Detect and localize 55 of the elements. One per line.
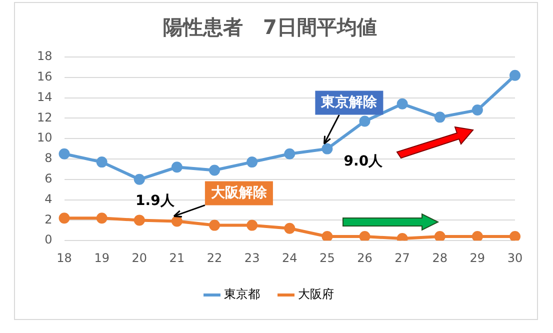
x-tick-label: 21 (169, 250, 185, 265)
legend-label: 東京都 (224, 287, 260, 302)
x-tick-label: 25 (320, 250, 335, 265)
x-tick-label: 18 (56, 250, 72, 265)
point (284, 148, 296, 160)
point (58, 148, 70, 160)
point (171, 216, 182, 227)
x-tick-label: 24 (282, 250, 298, 265)
point (284, 222, 296, 234)
point (510, 70, 520, 81)
point (510, 231, 520, 241)
y-tick-label: 0 (44, 232, 52, 247)
point (434, 112, 446, 123)
point (96, 212, 108, 224)
y-tick-label: 12 (36, 110, 52, 124)
point (472, 231, 483, 241)
point (209, 220, 220, 231)
y-tick-label: 4 (44, 192, 52, 206)
point (396, 98, 408, 110)
x-tick-label: 27 (394, 250, 410, 265)
x-tick-label: 20 (132, 250, 148, 265)
point (134, 214, 145, 226)
y-tick-label: 18 (36, 49, 52, 64)
point (209, 164, 220, 176)
point (246, 220, 258, 231)
x-tick-label: 22 (206, 250, 222, 265)
legend-label: 大阪府 (298, 287, 334, 302)
y-tick-label: 8 (44, 151, 52, 166)
x-tick-label: 29 (470, 250, 486, 265)
y-tick-label: 6 (44, 172, 52, 186)
y-tick-label: 2 (44, 212, 52, 226)
annotation: 東京解除 (320, 93, 378, 110)
point (171, 162, 182, 173)
point (359, 116, 370, 127)
annotation: 1.9人 (136, 192, 176, 209)
y-tick-label: 10 (36, 130, 52, 145)
point (322, 231, 333, 241)
y-tick-label: 16 (36, 70, 52, 84)
x-tick-label: 28 (432, 250, 448, 265)
x-tick-label: 23 (244, 250, 260, 265)
x-tick-label: 26 (357, 250, 372, 265)
point (472, 104, 483, 116)
chart-title: 陽性患者 7日間平均値 (163, 15, 377, 40)
x-tick-label: 30 (507, 250, 523, 265)
y-tick-label: 14 (36, 90, 52, 104)
x-tick-label: 19 (94, 250, 110, 265)
point (359, 231, 370, 241)
point (246, 156, 258, 168)
point (322, 143, 333, 154)
point (58, 212, 70, 224)
point (96, 156, 108, 168)
point (434, 231, 446, 241)
annotation: 9.0人 (344, 153, 384, 170)
point (134, 174, 145, 185)
annotation: 大阪解除 (210, 184, 268, 201)
